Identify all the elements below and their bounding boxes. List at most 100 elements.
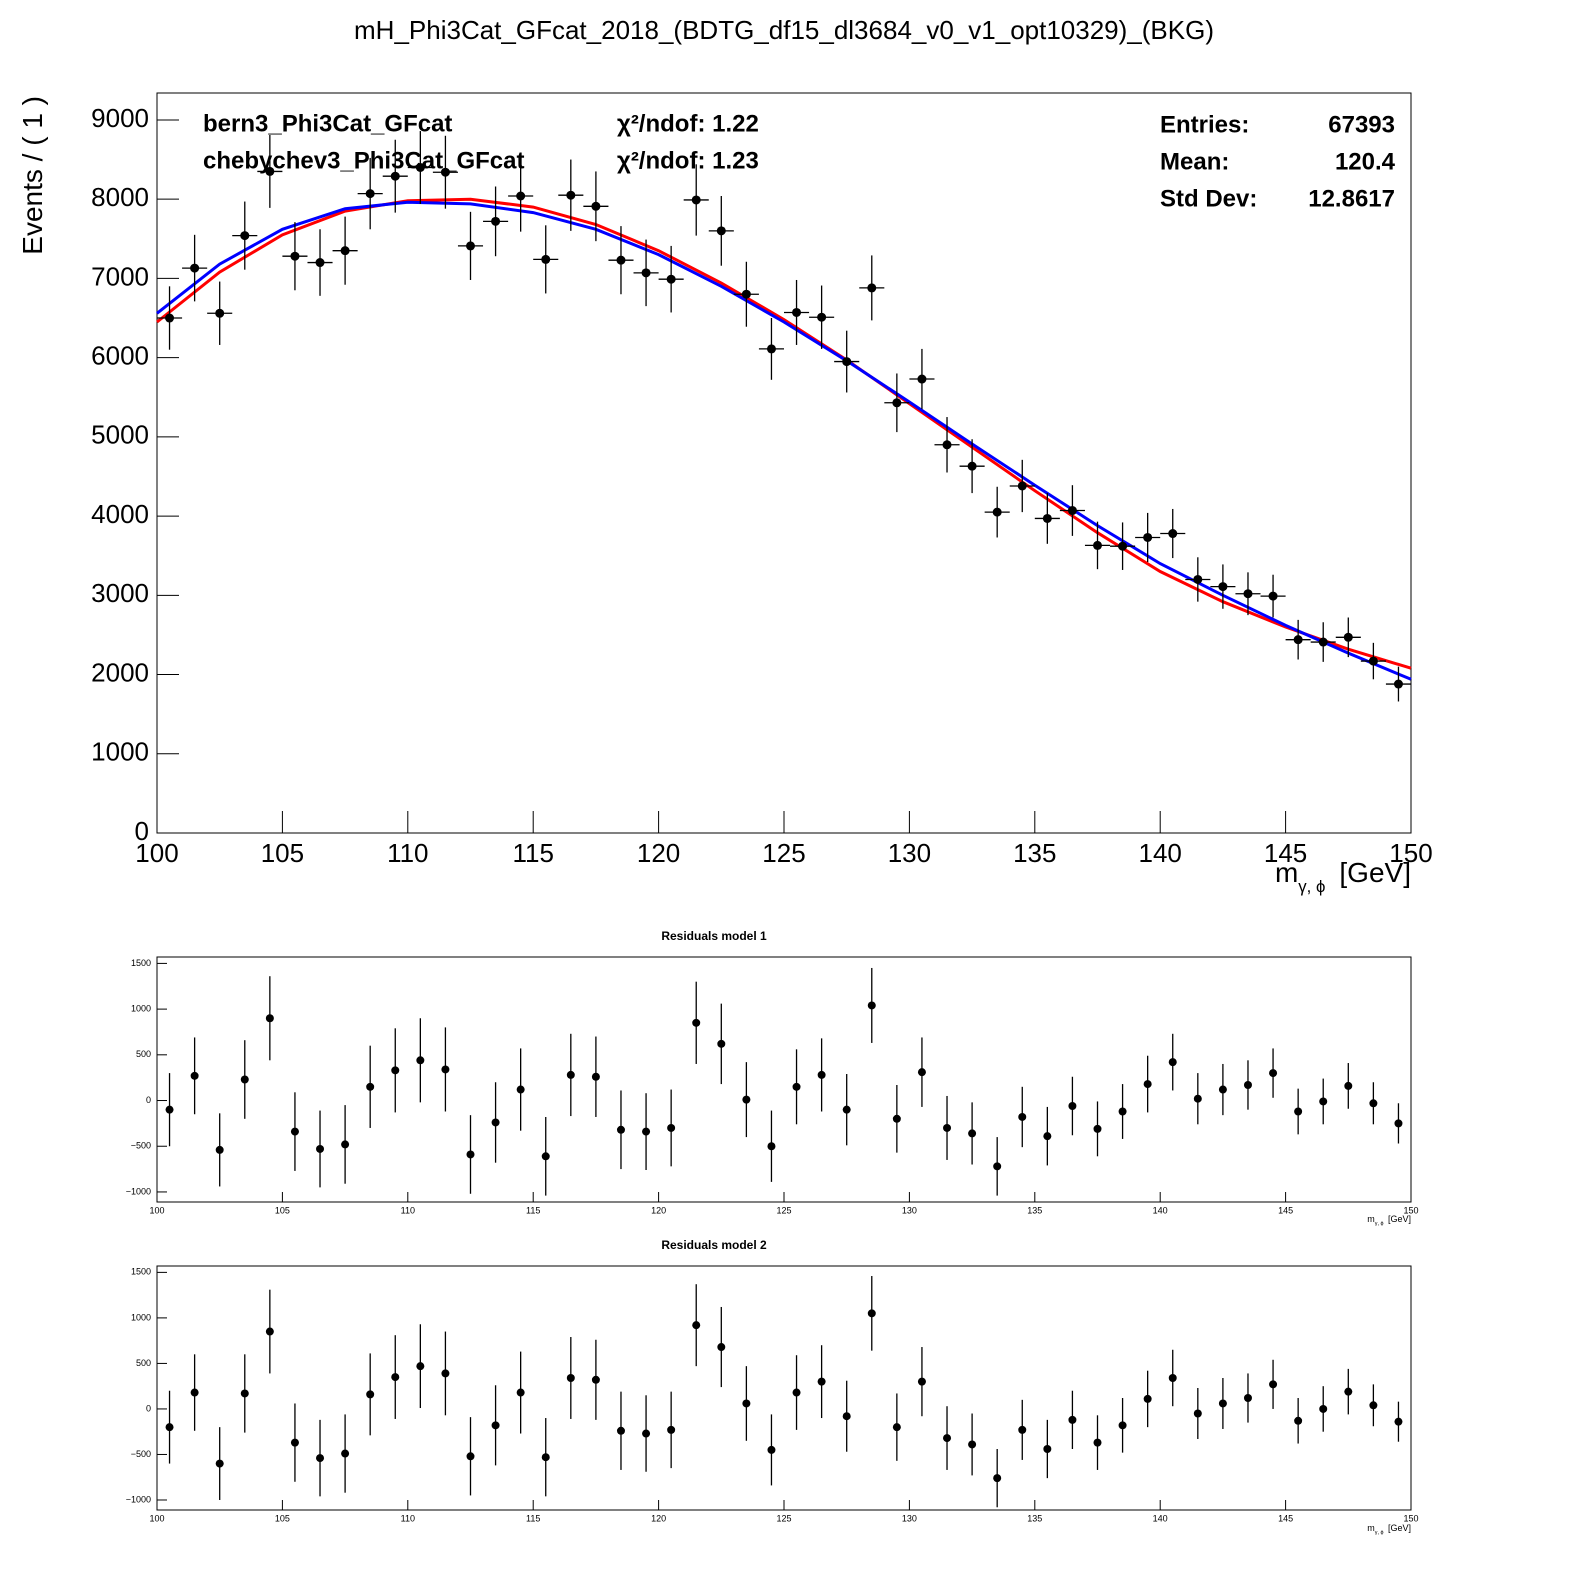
data-point xyxy=(968,1129,977,1138)
data-point xyxy=(340,246,350,256)
data-point xyxy=(616,255,626,265)
data-point xyxy=(1068,1415,1077,1424)
data-point xyxy=(1344,1081,1353,1090)
stats-label: Std Dev: xyxy=(1160,185,1257,212)
x-tick-label: 130 xyxy=(888,838,931,868)
data-point xyxy=(1093,540,1102,550)
stats-value: 12.8617 xyxy=(1308,185,1395,212)
data-point xyxy=(491,1118,500,1127)
x-tick-label: 115 xyxy=(526,1513,540,1523)
data-point xyxy=(792,1388,801,1397)
data-point xyxy=(1218,1085,1227,1094)
data-point xyxy=(667,1425,676,1434)
data-point xyxy=(717,1343,726,1352)
data-point xyxy=(842,357,852,367)
legend-entry: chebychev3_Phi3Cat_GFcat xyxy=(203,147,524,174)
data-point xyxy=(943,1123,952,1132)
data-point xyxy=(1243,589,1253,599)
x-tick-label: 130 xyxy=(902,1513,917,1523)
data-point xyxy=(391,1066,400,1075)
x-tick-label: 145 xyxy=(1278,1205,1293,1215)
data-point xyxy=(1143,1394,1152,1403)
data-point xyxy=(892,398,902,408)
data-point xyxy=(366,1390,375,1399)
data-point xyxy=(1168,529,1178,539)
x-tick-label: 140 xyxy=(1153,1205,1168,1215)
data-point xyxy=(867,1001,876,1010)
data-point xyxy=(1118,1107,1127,1116)
y-tick-label: −500 xyxy=(131,1449,151,1459)
data-point xyxy=(391,1373,400,1382)
x-label-unit: [GeV] xyxy=(1388,1523,1411,1533)
data-point xyxy=(1318,637,1328,647)
x-label-unit: [GeV] xyxy=(1388,1214,1411,1224)
x-tick-label: 135 xyxy=(1013,838,1056,868)
data-point xyxy=(967,461,977,471)
data-point xyxy=(516,191,526,201)
x-label-main: m xyxy=(1367,1523,1375,1533)
data-point xyxy=(516,1388,525,1397)
x-tick-label: 110 xyxy=(401,1513,415,1523)
y-tick-label: 500 xyxy=(136,1358,151,1368)
data-point xyxy=(1294,1107,1303,1116)
data-point xyxy=(892,1114,901,1123)
data-point xyxy=(316,1144,325,1153)
x-tick-label: 150 xyxy=(1403,1205,1418,1215)
data-point xyxy=(190,1388,199,1397)
data-point xyxy=(1093,1438,1102,1447)
data-point xyxy=(566,190,576,200)
legend-entry: bern3_Phi3Cat_GFcat xyxy=(203,110,452,137)
y-tick-label: −1000 xyxy=(126,1186,151,1196)
data-point xyxy=(942,440,952,450)
data-point xyxy=(1218,1399,1227,1408)
data-point xyxy=(616,1125,625,1134)
x-tick-label: 145 xyxy=(1278,1513,1293,1523)
data-point xyxy=(1293,635,1303,645)
data-point xyxy=(692,1018,701,1027)
data-point xyxy=(466,1452,475,1461)
x-tick-label: 125 xyxy=(776,1513,791,1523)
data-point xyxy=(1343,632,1353,642)
data-point xyxy=(240,231,250,241)
data-point xyxy=(1093,1124,1102,1133)
data-point xyxy=(917,374,927,384)
data-point xyxy=(1319,1097,1328,1106)
data-point xyxy=(1394,1417,1403,1426)
data-point xyxy=(1368,656,1378,666)
data-point xyxy=(641,268,651,278)
data-point xyxy=(792,307,802,317)
x-tick-label: 125 xyxy=(762,838,805,868)
data-point xyxy=(190,263,200,273)
data-point xyxy=(290,1438,299,1447)
data-point xyxy=(491,216,501,226)
data-point xyxy=(1268,591,1278,601)
data-point xyxy=(1218,582,1228,592)
x-tick-label: 150 xyxy=(1389,838,1432,868)
data-point xyxy=(466,241,475,251)
data-point xyxy=(968,1440,977,1449)
data-point xyxy=(265,1327,274,1336)
data-point xyxy=(1344,1387,1353,1396)
data-point xyxy=(1168,1373,1177,1382)
y-tick-label: 8000 xyxy=(91,182,149,212)
y-tick-label: −500 xyxy=(131,1141,151,1151)
data-point xyxy=(1068,1102,1077,1111)
data-point xyxy=(1067,506,1077,516)
data-point xyxy=(265,1014,274,1023)
data-point xyxy=(215,1145,224,1154)
data-point xyxy=(341,1449,350,1458)
y-tick-label: 500 xyxy=(136,1049,151,1059)
x-label-sub: γ, ϕ xyxy=(1375,1530,1384,1536)
fit-quality: χ²/ndof: 1.22 xyxy=(617,110,759,137)
y-tick-label: 1000 xyxy=(91,737,149,767)
y-tick-label: 1500 xyxy=(131,1267,151,1277)
data-point xyxy=(692,1321,701,1330)
y-tick-label: 0 xyxy=(146,1095,151,1105)
data-point xyxy=(290,1127,299,1136)
y-tick-label: −1000 xyxy=(126,1494,151,1504)
x-tick-label: 115 xyxy=(526,1205,540,1215)
y-tick-label: 1500 xyxy=(131,958,151,968)
data-point xyxy=(566,1070,575,1079)
x-tick-label: 120 xyxy=(637,838,680,868)
